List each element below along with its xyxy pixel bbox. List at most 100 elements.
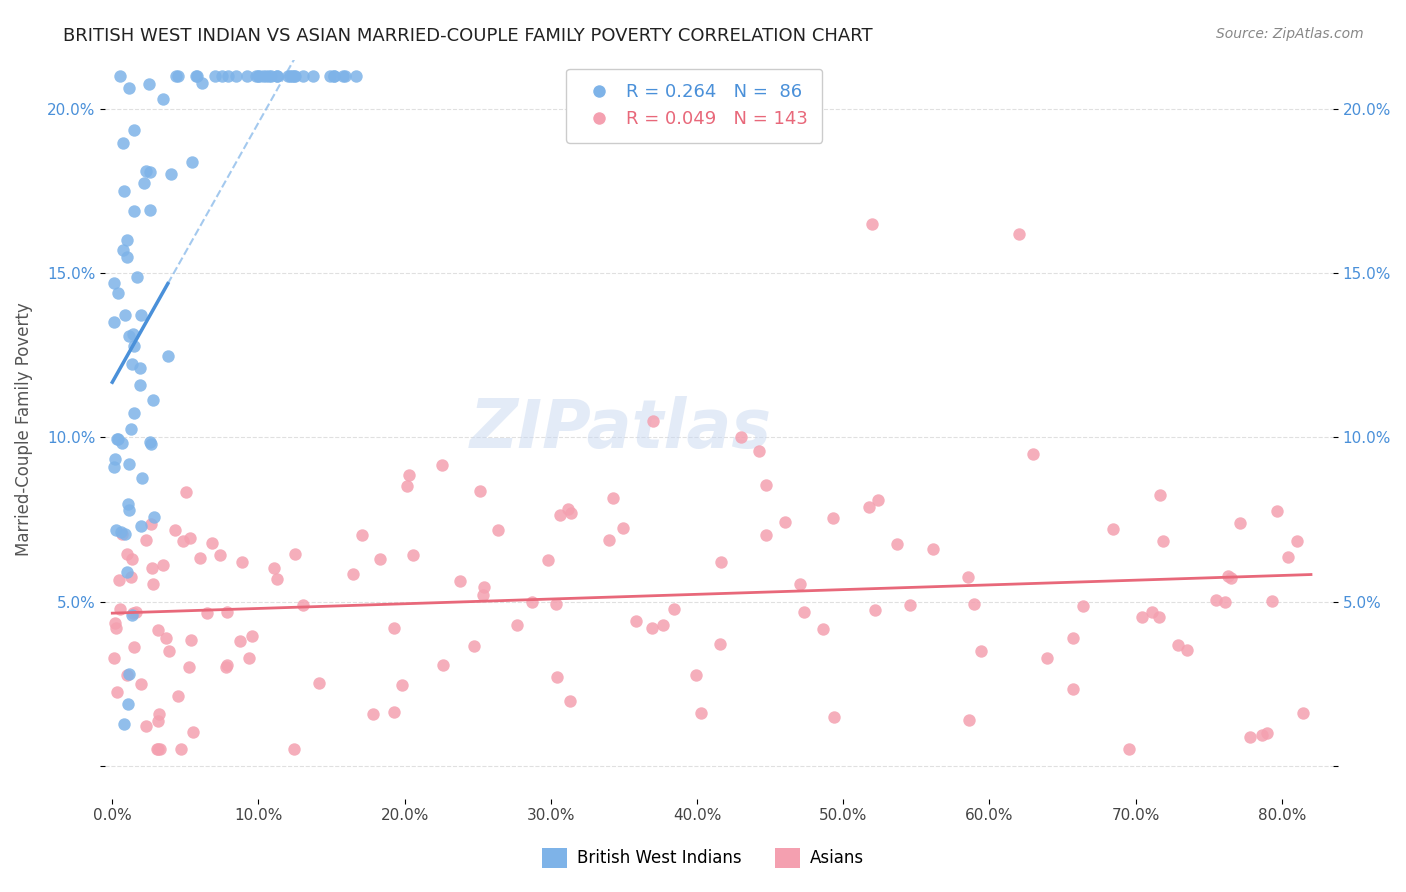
Point <box>1022 447 1045 461</box>
Legend: British West Indians, Asians: British West Indians, Asians <box>536 841 870 875</box>
Point <box>558 694 581 708</box>
Point <box>1175 643 1198 657</box>
Point <box>1286 533 1309 548</box>
Point <box>225 69 247 83</box>
Point <box>260 69 283 83</box>
Point <box>170 742 193 756</box>
Point <box>122 339 145 353</box>
Point <box>247 69 270 83</box>
Point <box>139 165 162 179</box>
Point <box>240 629 263 643</box>
Point <box>181 155 204 169</box>
Point <box>129 378 152 392</box>
Point <box>146 714 169 728</box>
Point <box>174 484 197 499</box>
Point <box>112 184 135 198</box>
Point <box>598 533 620 547</box>
Point <box>1250 728 1272 742</box>
Point <box>179 531 201 545</box>
Point <box>643 414 665 428</box>
Point <box>1213 595 1236 609</box>
Point <box>1229 516 1251 531</box>
Point <box>191 76 214 90</box>
Point <box>560 506 582 520</box>
Point <box>1073 599 1095 614</box>
Point <box>342 566 364 581</box>
Point <box>886 537 908 551</box>
Point <box>142 577 165 591</box>
Point <box>1265 504 1288 518</box>
Point <box>149 742 172 756</box>
Point <box>363 707 385 722</box>
Point <box>602 491 624 505</box>
Point <box>115 250 138 264</box>
Point <box>115 565 138 579</box>
Point <box>167 690 190 704</box>
Point <box>283 69 305 83</box>
Point <box>117 668 139 682</box>
Point <box>395 479 418 493</box>
Point <box>122 606 145 620</box>
Point <box>748 444 770 458</box>
Point <box>1256 726 1278 740</box>
Point <box>755 527 778 541</box>
Point <box>104 523 127 537</box>
Point <box>131 308 153 322</box>
Point <box>139 516 162 531</box>
Point <box>122 123 145 137</box>
Point <box>709 637 731 651</box>
Point <box>155 631 177 645</box>
Point <box>652 617 675 632</box>
Point <box>114 527 136 541</box>
Y-axis label: Married-Couple Family Poverty: Married-Couple Family Poverty <box>15 302 32 556</box>
Point <box>105 685 128 699</box>
Point <box>1147 609 1170 624</box>
Point <box>922 542 945 557</box>
Point <box>107 432 129 446</box>
Point <box>117 457 139 471</box>
Point <box>186 69 208 83</box>
Point <box>105 432 128 446</box>
Point <box>322 69 344 83</box>
Point <box>1140 605 1163 619</box>
Point <box>865 602 887 616</box>
Point <box>110 524 132 539</box>
Text: ZIPatlas: ZIPatlas <box>470 396 772 462</box>
Point <box>506 618 529 632</box>
Point <box>121 422 143 436</box>
Point <box>544 597 567 611</box>
Point <box>789 577 811 591</box>
Point <box>186 69 208 83</box>
Point <box>139 202 162 217</box>
Point <box>235 69 257 83</box>
Point <box>641 621 664 635</box>
Point <box>956 569 979 583</box>
Point <box>291 69 314 83</box>
Point <box>121 357 143 371</box>
Point <box>823 511 845 525</box>
Point <box>685 668 707 682</box>
Point <box>231 555 253 569</box>
Point <box>108 69 131 83</box>
Point <box>1062 632 1084 646</box>
Point <box>117 502 139 516</box>
Point <box>1118 742 1140 756</box>
Point <box>124 204 146 219</box>
Point <box>163 524 186 538</box>
Point <box>266 69 288 83</box>
Point <box>208 548 231 562</box>
Point <box>111 435 134 450</box>
Legend: R = 0.264   N =  86, R = 0.049   N = 143: R = 0.264 N = 86, R = 0.049 N = 143 <box>567 69 823 143</box>
Point <box>120 570 142 584</box>
Point <box>108 573 131 587</box>
Point <box>280 69 302 83</box>
Point <box>160 167 183 181</box>
Point <box>1219 570 1241 584</box>
Point <box>112 716 135 731</box>
Point <box>201 536 224 550</box>
Point <box>1062 682 1084 697</box>
Point <box>256 69 278 83</box>
Point <box>278 69 301 83</box>
Point <box>115 547 138 561</box>
Point <box>195 606 218 620</box>
